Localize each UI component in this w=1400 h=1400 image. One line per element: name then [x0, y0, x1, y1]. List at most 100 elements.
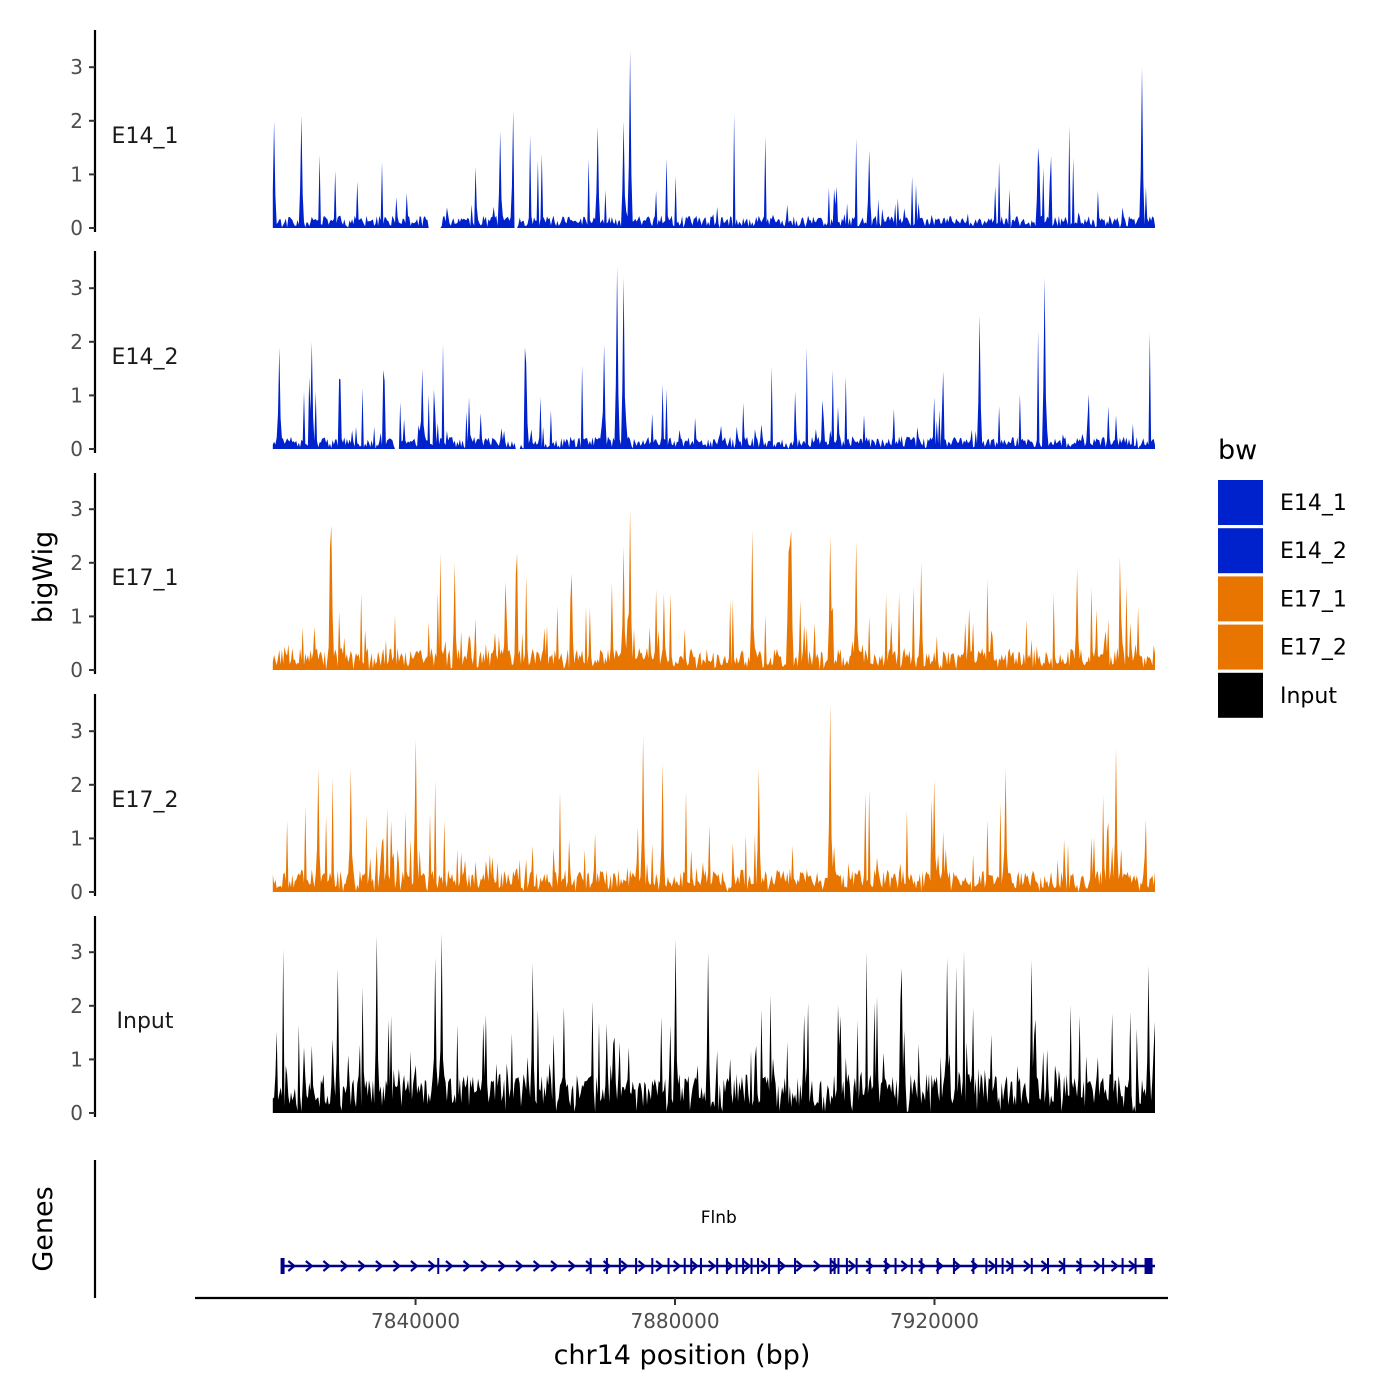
- legend-swatch: [1218, 624, 1263, 670]
- y-tick-label: 1: [70, 1047, 83, 1071]
- y-tick-label: 0: [70, 880, 83, 904]
- strand-arrow: [567, 1260, 577, 1272]
- track-e17-1: 0 1 2 3 E17_1: [70, 473, 1155, 682]
- strand-arrow: [1075, 1260, 1085, 1272]
- exon: [683, 1258, 686, 1274]
- strand-arrow: [707, 1260, 717, 1272]
- genes-axis-title: Genes: [28, 1186, 59, 1271]
- exon: [1011, 1258, 1014, 1274]
- strand-arrow: [392, 1260, 402, 1272]
- exon: [1102, 1258, 1105, 1274]
- exon: [1063, 1258, 1066, 1274]
- exon: [920, 1258, 923, 1274]
- legend-swatch: [1218, 672, 1263, 718]
- exon: [690, 1258, 693, 1274]
- y-tick-label: 2: [70, 109, 83, 133]
- track-label: E14_1: [112, 124, 179, 149]
- strand-arrow: [742, 1260, 752, 1272]
- strand-arrow: [725, 1260, 734, 1272]
- strand-arrow: [427, 1260, 437, 1272]
- strand-arrow: [778, 1260, 787, 1272]
- exon: [768, 1258, 771, 1274]
- strand-arrow: [602, 1260, 612, 1272]
- exon: [837, 1258, 840, 1274]
- exon: [618, 1258, 621, 1274]
- track-e14-2: 0 1 2 3 E14_2: [70, 251, 1155, 461]
- exon: [894, 1258, 897, 1274]
- exon: [1121, 1258, 1124, 1274]
- track-label: E17_2: [112, 788, 179, 813]
- strand-arrow: [848, 1260, 857, 1272]
- signal-area-e17-1: [272, 509, 1155, 670]
- strand-arrow: [357, 1260, 367, 1272]
- legend-label: E17_1: [1280, 587, 1347, 612]
- y-tick-label: 2: [70, 773, 83, 797]
- exon: [437, 1258, 440, 1274]
- strand-arrow: [497, 1260, 507, 1272]
- strand-arrow: [900, 1260, 910, 1272]
- y-tick-label: 0: [70, 437, 83, 461]
- y-tick-label: 3: [70, 719, 83, 743]
- exon: [868, 1258, 871, 1274]
- legend: E14_1 E14_2 E17_1 E17_2 Input: [1218, 480, 1347, 718]
- x-tick-label: 7920000: [890, 1309, 979, 1333]
- y-tick-label: 3: [70, 497, 83, 521]
- strand-arrow: [410, 1260, 419, 1272]
- track-e14-1: 0 1 2 3 E14_1: [70, 30, 1155, 240]
- exon: [1001, 1258, 1004, 1274]
- exon: [1134, 1258, 1137, 1274]
- strand-arrow: [830, 1260, 839, 1272]
- strand-arrow: [322, 1260, 332, 1272]
- exon: [910, 1258, 913, 1274]
- exon: [972, 1258, 975, 1274]
- strand-arrow: [375, 1260, 384, 1272]
- exon: [635, 1258, 638, 1274]
- track-label: E17_1: [112, 566, 179, 591]
- exon: [1046, 1258, 1049, 1274]
- exon: [829, 1258, 832, 1274]
- legend-label: E17_2: [1280, 636, 1347, 661]
- signal-area-e14-1: [272, 51, 1155, 228]
- exon: [833, 1258, 836, 1274]
- strand-arrow: [795, 1260, 804, 1272]
- y-tick-label: 3: [70, 276, 83, 300]
- exon: [589, 1258, 592, 1274]
- y-tick-label: 1: [70, 604, 83, 628]
- y-tick-label: 0: [70, 658, 83, 682]
- exon: [845, 1258, 848, 1274]
- exon: [757, 1258, 760, 1274]
- exon: [1030, 1258, 1033, 1274]
- legend-label: E14_1: [1280, 491, 1347, 516]
- legend-swatch: [1218, 480, 1263, 525]
- exon: [651, 1258, 654, 1274]
- strand-arrow: [1023, 1260, 1032, 1272]
- strand-arrow: [287, 1260, 297, 1272]
- exon: [794, 1258, 797, 1274]
- exon: [667, 1258, 670, 1274]
- y-tick-label: 3: [70, 940, 83, 964]
- track-label: Input: [117, 1009, 174, 1034]
- exon: [952, 1258, 955, 1274]
- y-tick-label: 2: [70, 551, 83, 575]
- exon: [884, 1258, 887, 1274]
- exon: [735, 1258, 738, 1274]
- legend-title: bw: [1218, 435, 1257, 466]
- strand-arrow: [690, 1260, 699, 1272]
- strand-arrow: [620, 1260, 629, 1272]
- exon: [855, 1258, 858, 1274]
- exon: [699, 1258, 702, 1274]
- exon: [1144, 1258, 1153, 1274]
- x-tick-label: 7880000: [630, 1309, 719, 1333]
- exon: [985, 1258, 988, 1274]
- gene-name-label: Flnb: [701, 1208, 737, 1228]
- track-e17-2: 0 1 2 3 E17_2: [70, 694, 1155, 904]
- strand-arrow: [813, 1260, 822, 1272]
- strand-arrow: [585, 1260, 594, 1272]
- x-tick-label: 7840000: [371, 1309, 460, 1333]
- y-axis-title: bigWig: [28, 531, 59, 624]
- legend-swatch: [1218, 576, 1263, 622]
- legend-label: E14_2: [1280, 539, 1347, 564]
- strand-arrow: [988, 1260, 997, 1272]
- x-axis: 7840000 7880000 7920000: [195, 1296, 1168, 1333]
- exon: [725, 1258, 728, 1274]
